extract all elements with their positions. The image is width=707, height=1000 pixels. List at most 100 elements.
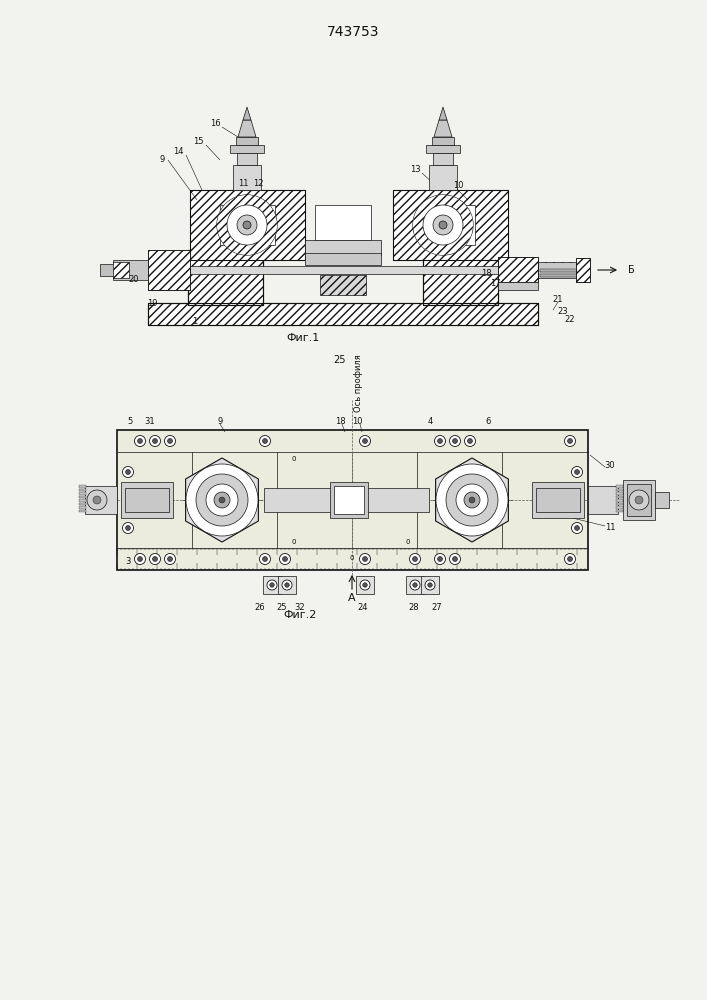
Bar	[616, 510, 623, 512]
Text: 31: 31	[145, 418, 156, 426]
Text: 14: 14	[173, 147, 183, 156]
Circle shape	[450, 436, 460, 446]
Bar	[420, 205, 475, 245]
Circle shape	[126, 470, 131, 474]
Bar	[429, 165, 457, 190]
Text: 25: 25	[276, 603, 287, 612]
Circle shape	[412, 557, 417, 561]
Text: 10: 10	[452, 180, 463, 190]
Bar	[588, 486, 618, 514]
Bar	[432, 137, 454, 145]
Bar	[237, 153, 257, 165]
Bar	[79, 510, 86, 512]
Bar	[79, 485, 86, 488]
Text: 16: 16	[210, 119, 221, 128]
Polygon shape	[434, 120, 452, 137]
Circle shape	[423, 205, 463, 245]
Polygon shape	[436, 458, 508, 542]
Text: 0: 0	[292, 539, 296, 545]
Text: 17: 17	[490, 279, 501, 288]
Bar	[79, 499, 86, 502]
Bar	[148, 250, 190, 290]
Bar	[536, 488, 580, 512]
Bar	[540, 274, 578, 277]
Text: 18: 18	[334, 418, 345, 426]
Bar	[220, 205, 275, 245]
Circle shape	[464, 436, 476, 446]
Bar	[393, 190, 508, 260]
Text: 19: 19	[147, 298, 157, 308]
Bar	[498, 257, 538, 282]
Circle shape	[439, 221, 447, 229]
Bar	[616, 506, 623, 508]
Circle shape	[93, 496, 101, 504]
Text: 23: 23	[558, 308, 568, 316]
Circle shape	[438, 557, 443, 561]
Text: 0: 0	[292, 456, 296, 462]
Bar	[117, 430, 588, 570]
Circle shape	[425, 580, 435, 590]
Circle shape	[435, 554, 445, 564]
Circle shape	[227, 205, 267, 245]
Wedge shape	[217, 195, 277, 255]
Text: 9: 9	[217, 418, 223, 426]
Bar	[230, 145, 264, 153]
Bar	[85, 486, 117, 514]
Bar	[532, 482, 584, 518]
Bar	[320, 275, 366, 295]
Circle shape	[413, 583, 417, 587]
Circle shape	[410, 580, 420, 590]
Bar	[305, 240, 381, 255]
Bar	[121, 482, 173, 518]
Bar	[330, 482, 368, 518]
Circle shape	[283, 557, 288, 561]
Circle shape	[467, 439, 472, 443]
Bar	[278, 576, 296, 594]
Bar	[79, 495, 86, 498]
Bar	[233, 165, 261, 190]
Circle shape	[438, 439, 443, 443]
Circle shape	[436, 464, 508, 536]
Bar	[264, 488, 429, 512]
Circle shape	[138, 557, 143, 561]
Circle shape	[571, 466, 583, 478]
Bar	[616, 499, 623, 502]
Bar	[148, 303, 538, 325]
Bar	[627, 484, 651, 516]
Circle shape	[270, 583, 274, 587]
Bar	[100, 264, 115, 276]
Circle shape	[285, 583, 289, 587]
Text: 26: 26	[255, 603, 265, 612]
Circle shape	[126, 526, 131, 530]
Bar	[498, 257, 538, 282]
Polygon shape	[243, 107, 251, 120]
Circle shape	[267, 580, 277, 590]
Circle shape	[243, 221, 251, 229]
Circle shape	[564, 554, 575, 564]
Circle shape	[165, 436, 175, 446]
Text: 22: 22	[565, 316, 575, 324]
Circle shape	[359, 554, 370, 564]
Bar	[305, 253, 381, 265]
Circle shape	[219, 497, 225, 503]
Polygon shape	[439, 107, 447, 120]
Bar	[148, 266, 540, 274]
Bar	[190, 190, 305, 260]
Circle shape	[452, 557, 457, 561]
Text: 4: 4	[427, 418, 433, 426]
Circle shape	[282, 580, 292, 590]
Circle shape	[575, 470, 580, 474]
Bar	[148, 250, 190, 290]
Circle shape	[149, 554, 160, 564]
Bar	[263, 576, 281, 594]
Circle shape	[168, 439, 173, 443]
Text: 27: 27	[432, 603, 443, 612]
Bar	[315, 205, 371, 240]
Text: 32: 32	[295, 603, 305, 612]
Text: 11: 11	[604, 524, 615, 532]
Text: 9: 9	[159, 155, 165, 164]
Circle shape	[279, 554, 291, 564]
Circle shape	[568, 557, 573, 561]
Bar	[334, 486, 364, 514]
Polygon shape	[186, 458, 258, 542]
